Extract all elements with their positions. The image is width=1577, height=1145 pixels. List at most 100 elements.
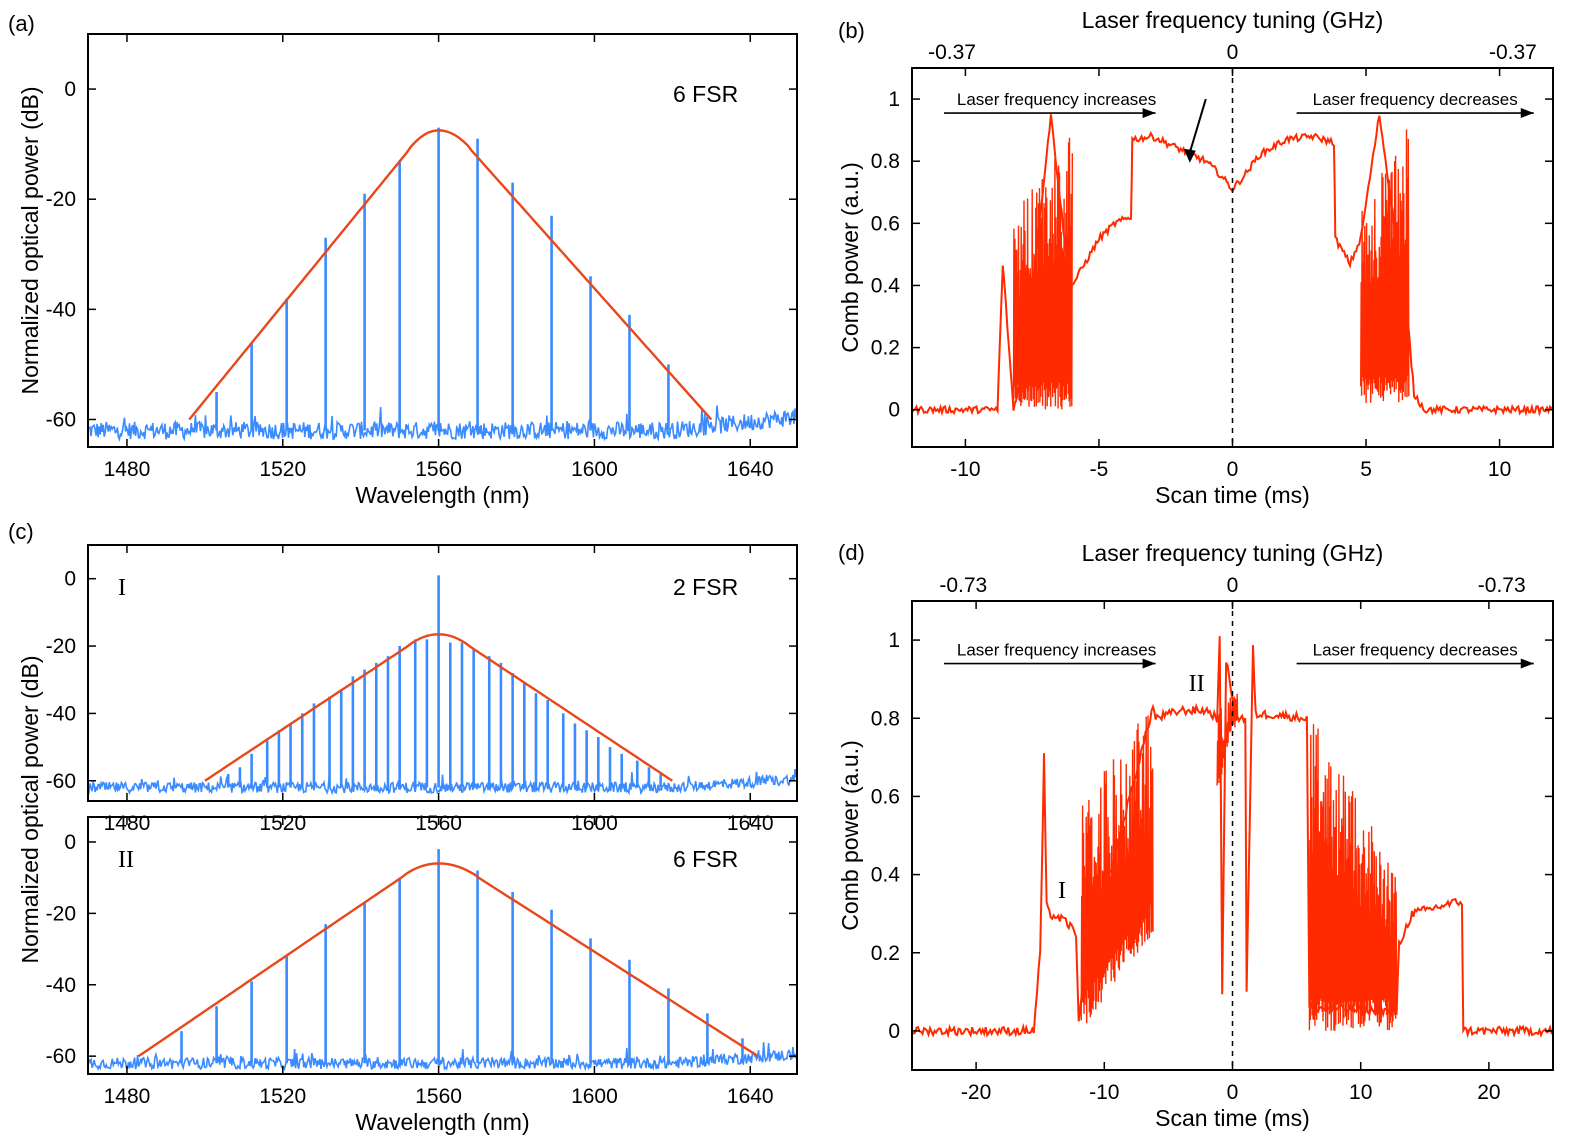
y-tick-label: 1 <box>888 88 900 111</box>
top-axis-label: Laser frequency tuning (GHz) <box>1082 540 1384 566</box>
regime-label: II <box>1189 671 1205 697</box>
top-tick-label: 0 <box>1227 574 1239 597</box>
y-tick-label: 0 <box>64 568 76 591</box>
fsr-annotation: 2 FSR <box>673 574 738 600</box>
x-tick-label: -5 <box>1090 458 1109 481</box>
x-tick-label: 1640 <box>727 458 774 481</box>
arrow-label-decreases: Laser frequency decreases <box>1313 90 1518 109</box>
panel-c2: 1480 1520 1560 1600 1640 0 -20 -40 -60 6 FSR II Wav… <box>46 816 798 1135</box>
x-tick-label: 0 <box>1227 1081 1239 1104</box>
top-tick-label: -0.37 <box>928 41 976 64</box>
noise-floor-trace <box>88 405 797 442</box>
arrow-head <box>1142 108 1156 119</box>
arrow-label-increases: Laser frequency increases <box>957 90 1156 109</box>
plot-area-c1 <box>88 575 797 796</box>
y-tick-label: 0 <box>888 399 900 422</box>
y-tick-label: 0.6 <box>871 212 900 235</box>
chaotic-burst-region <box>1012 137 1073 410</box>
chaotic-burst-region <box>1080 715 1154 1024</box>
panel-label: (d) <box>838 540 865 565</box>
y-tick-label: 0.2 <box>871 942 900 965</box>
x-axis-label: Scan time (ms) <box>1155 1105 1310 1131</box>
noise-floor-trace <box>88 1042 797 1072</box>
x-tick-label: 1520 <box>259 458 306 481</box>
y-tick-label: -20 <box>46 902 76 925</box>
panel-b: -10 -5 0 5 10 0 0.2 0.4 0.6 0.8 1 -0.37 0 -0.37 Laser … <box>837 7 1554 508</box>
y-tick-label: -60 <box>46 1045 76 1068</box>
y-tick-label: 0 <box>888 1020 900 1043</box>
plot-frame-a <box>87 33 798 448</box>
y-axis-label: Normalized optical power (dB) <box>17 86 43 394</box>
panel-a: 1480 1520 1560 1600 1640 0 -20 -40 -60 6 FSR Wavel… <box>8 11 798 508</box>
y-tick-label: 0 <box>64 78 76 101</box>
y-tick-label: 0.2 <box>871 337 900 360</box>
top-tick-label: -0.37 <box>1489 41 1537 64</box>
panel-d: -20 -10 0 10 20 0 0.2 0.4 0.6 0.8 1 -0.73 0 -0.73 Lase… <box>837 540 1554 1131</box>
fsr-annotation: 6 FSR <box>673 81 738 107</box>
x-tick-label: -20 <box>961 1081 991 1104</box>
y-tick-label: 0.4 <box>871 274 901 297</box>
y-axis-label-c: Normalized optical power (dB) <box>17 655 43 963</box>
y-tick-label: -20 <box>46 635 76 658</box>
y-tick-label: 0.6 <box>871 785 900 808</box>
envelope-fit-curve <box>137 862 759 1058</box>
pointer-arrow-head <box>1183 148 1196 163</box>
noise-floor-trace <box>88 768 797 796</box>
plot-area-d <box>912 636 1553 1039</box>
chaotic-burst-region <box>1360 129 1410 404</box>
x-tick-label: -10 <box>1089 1081 1119 1104</box>
panel-label: (a) <box>8 11 35 36</box>
top-tick-label: 0 <box>1227 41 1239 64</box>
x-tick-label: 0 <box>1227 458 1239 481</box>
fsr-annotation: 6 FSR <box>673 846 738 872</box>
x-tick-label: 1560 <box>415 1085 462 1108</box>
x-tick-label: 1480 <box>104 1085 151 1108</box>
panel-label: (c) <box>8 519 34 544</box>
top-tick-label: -0.73 <box>1478 574 1526 597</box>
arrow-label-increases: Laser frequency increases <box>957 641 1156 660</box>
envelope-fit-curve <box>188 129 713 421</box>
envelope-fit-curve <box>204 633 673 782</box>
top-tick-label: -0.73 <box>939 574 987 597</box>
x-tick-label: -10 <box>950 458 980 481</box>
y-tick-label: 0.4 <box>871 864 901 887</box>
y-tick-label: -60 <box>46 408 76 431</box>
arrow-head <box>1520 658 1534 669</box>
comb-power-trace <box>912 636 1553 1039</box>
x-tick-label: 1520 <box>259 1085 306 1108</box>
x-tick-label: 10 <box>1488 458 1511 481</box>
y-tick-label: 0 <box>64 831 76 854</box>
y-tick-label: 1 <box>888 629 900 652</box>
plot-area-a <box>88 127 797 442</box>
x-axis-label: Wavelength (nm) <box>355 1109 529 1135</box>
regime-label: I <box>1058 878 1066 904</box>
x-tick-label: 1600 <box>571 458 618 481</box>
chaotic-burst-region <box>1308 724 1398 1031</box>
y-tick-label: -40 <box>46 298 76 321</box>
x-tick-label: 1560 <box>415 458 462 481</box>
x-tick-label: 1480 <box>104 458 151 481</box>
y-tick-label: -40 <box>46 974 76 997</box>
y-tick-label: 0.8 <box>871 150 900 173</box>
x-tick-label: 20 <box>1477 1081 1500 1104</box>
x-tick-label: 5 <box>1360 458 1372 481</box>
panel-label: (b) <box>838 18 865 43</box>
arrow-head <box>1142 658 1156 669</box>
x-tick-label: 1640 <box>727 1085 774 1108</box>
y-tick-label: -60 <box>46 770 76 793</box>
plot-frame-c2 <box>87 816 798 1075</box>
pointer-arrow <box>1188 98 1207 154</box>
regime-label: I <box>118 575 126 601</box>
plot-area-c2 <box>88 849 797 1072</box>
arrow-label-decreases: Laser frequency decreases <box>1313 641 1518 660</box>
x-axis-label: Wavelength (nm) <box>355 482 529 508</box>
y-tick-label: -40 <box>46 702 76 725</box>
y-tick-label: 0.8 <box>871 707 900 730</box>
y-axis-label: Comb power (a.u.) <box>837 740 863 930</box>
regime-label: II <box>118 847 134 873</box>
top-axis-label: Laser frequency tuning (GHz) <box>1082 7 1384 33</box>
y-axis-label: Comb power (a.u.) <box>837 162 863 352</box>
x-axis-label: Scan time (ms) <box>1155 482 1310 508</box>
y-tick-label: -20 <box>46 188 76 211</box>
